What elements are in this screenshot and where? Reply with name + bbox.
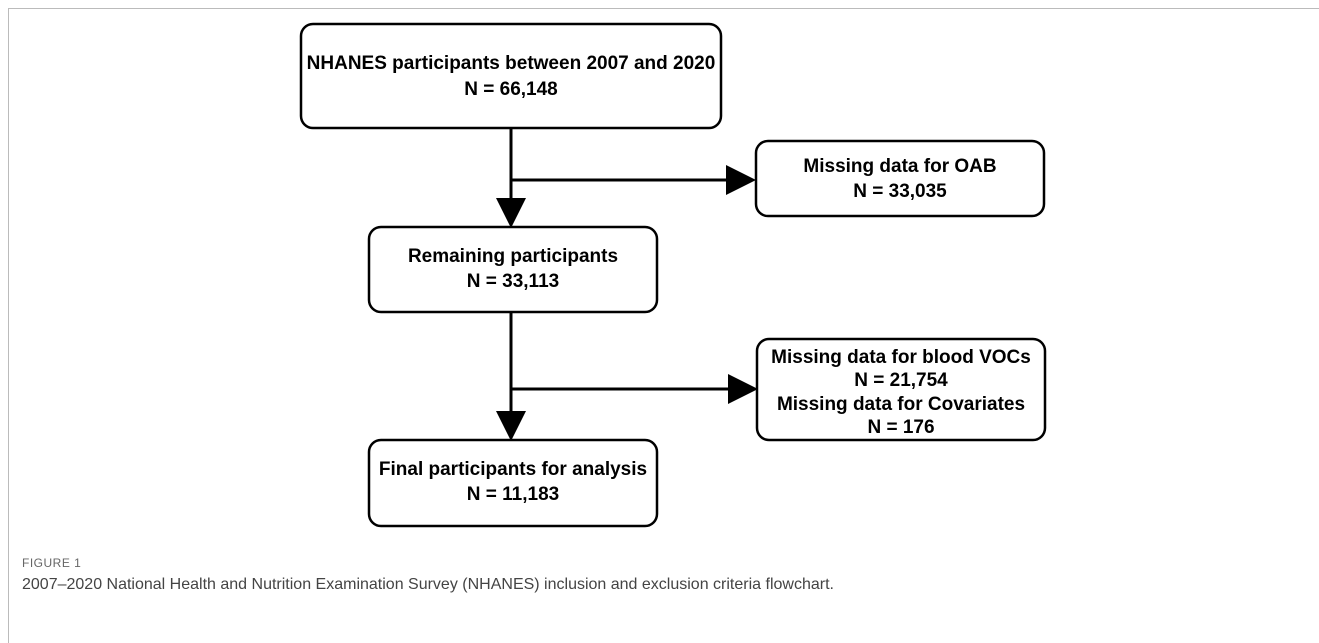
figure-frame xyxy=(8,8,1319,643)
node-box xyxy=(754,139,1046,218)
node-label: Missing data for OAB xyxy=(803,156,996,177)
node-label: Remaining participants xyxy=(408,246,618,267)
node-box xyxy=(755,337,1047,442)
node-box xyxy=(299,22,723,130)
node-box xyxy=(367,225,659,314)
node-label: NHANES participants between 2007 and 202… xyxy=(307,53,716,74)
node-count: N = 176 xyxy=(867,417,934,438)
node-count: N = 21,754 xyxy=(854,370,948,391)
node-count: N = 66,148 xyxy=(464,79,558,100)
node-label: Missing data for blood VOCs xyxy=(771,347,1031,368)
node-box xyxy=(367,438,659,528)
node-label: Final participants for analysis xyxy=(379,459,647,480)
node-count: N = 33,113 xyxy=(467,271,559,292)
node-count: N = 33,035 xyxy=(853,181,947,202)
node-count: N = 11,183 xyxy=(467,484,559,505)
caption-text: 2007–2020 National Health and Nutrition … xyxy=(22,576,834,593)
caption-label: FIGURE 1 xyxy=(22,556,82,570)
node-label: Missing data for Covariates xyxy=(777,394,1025,415)
